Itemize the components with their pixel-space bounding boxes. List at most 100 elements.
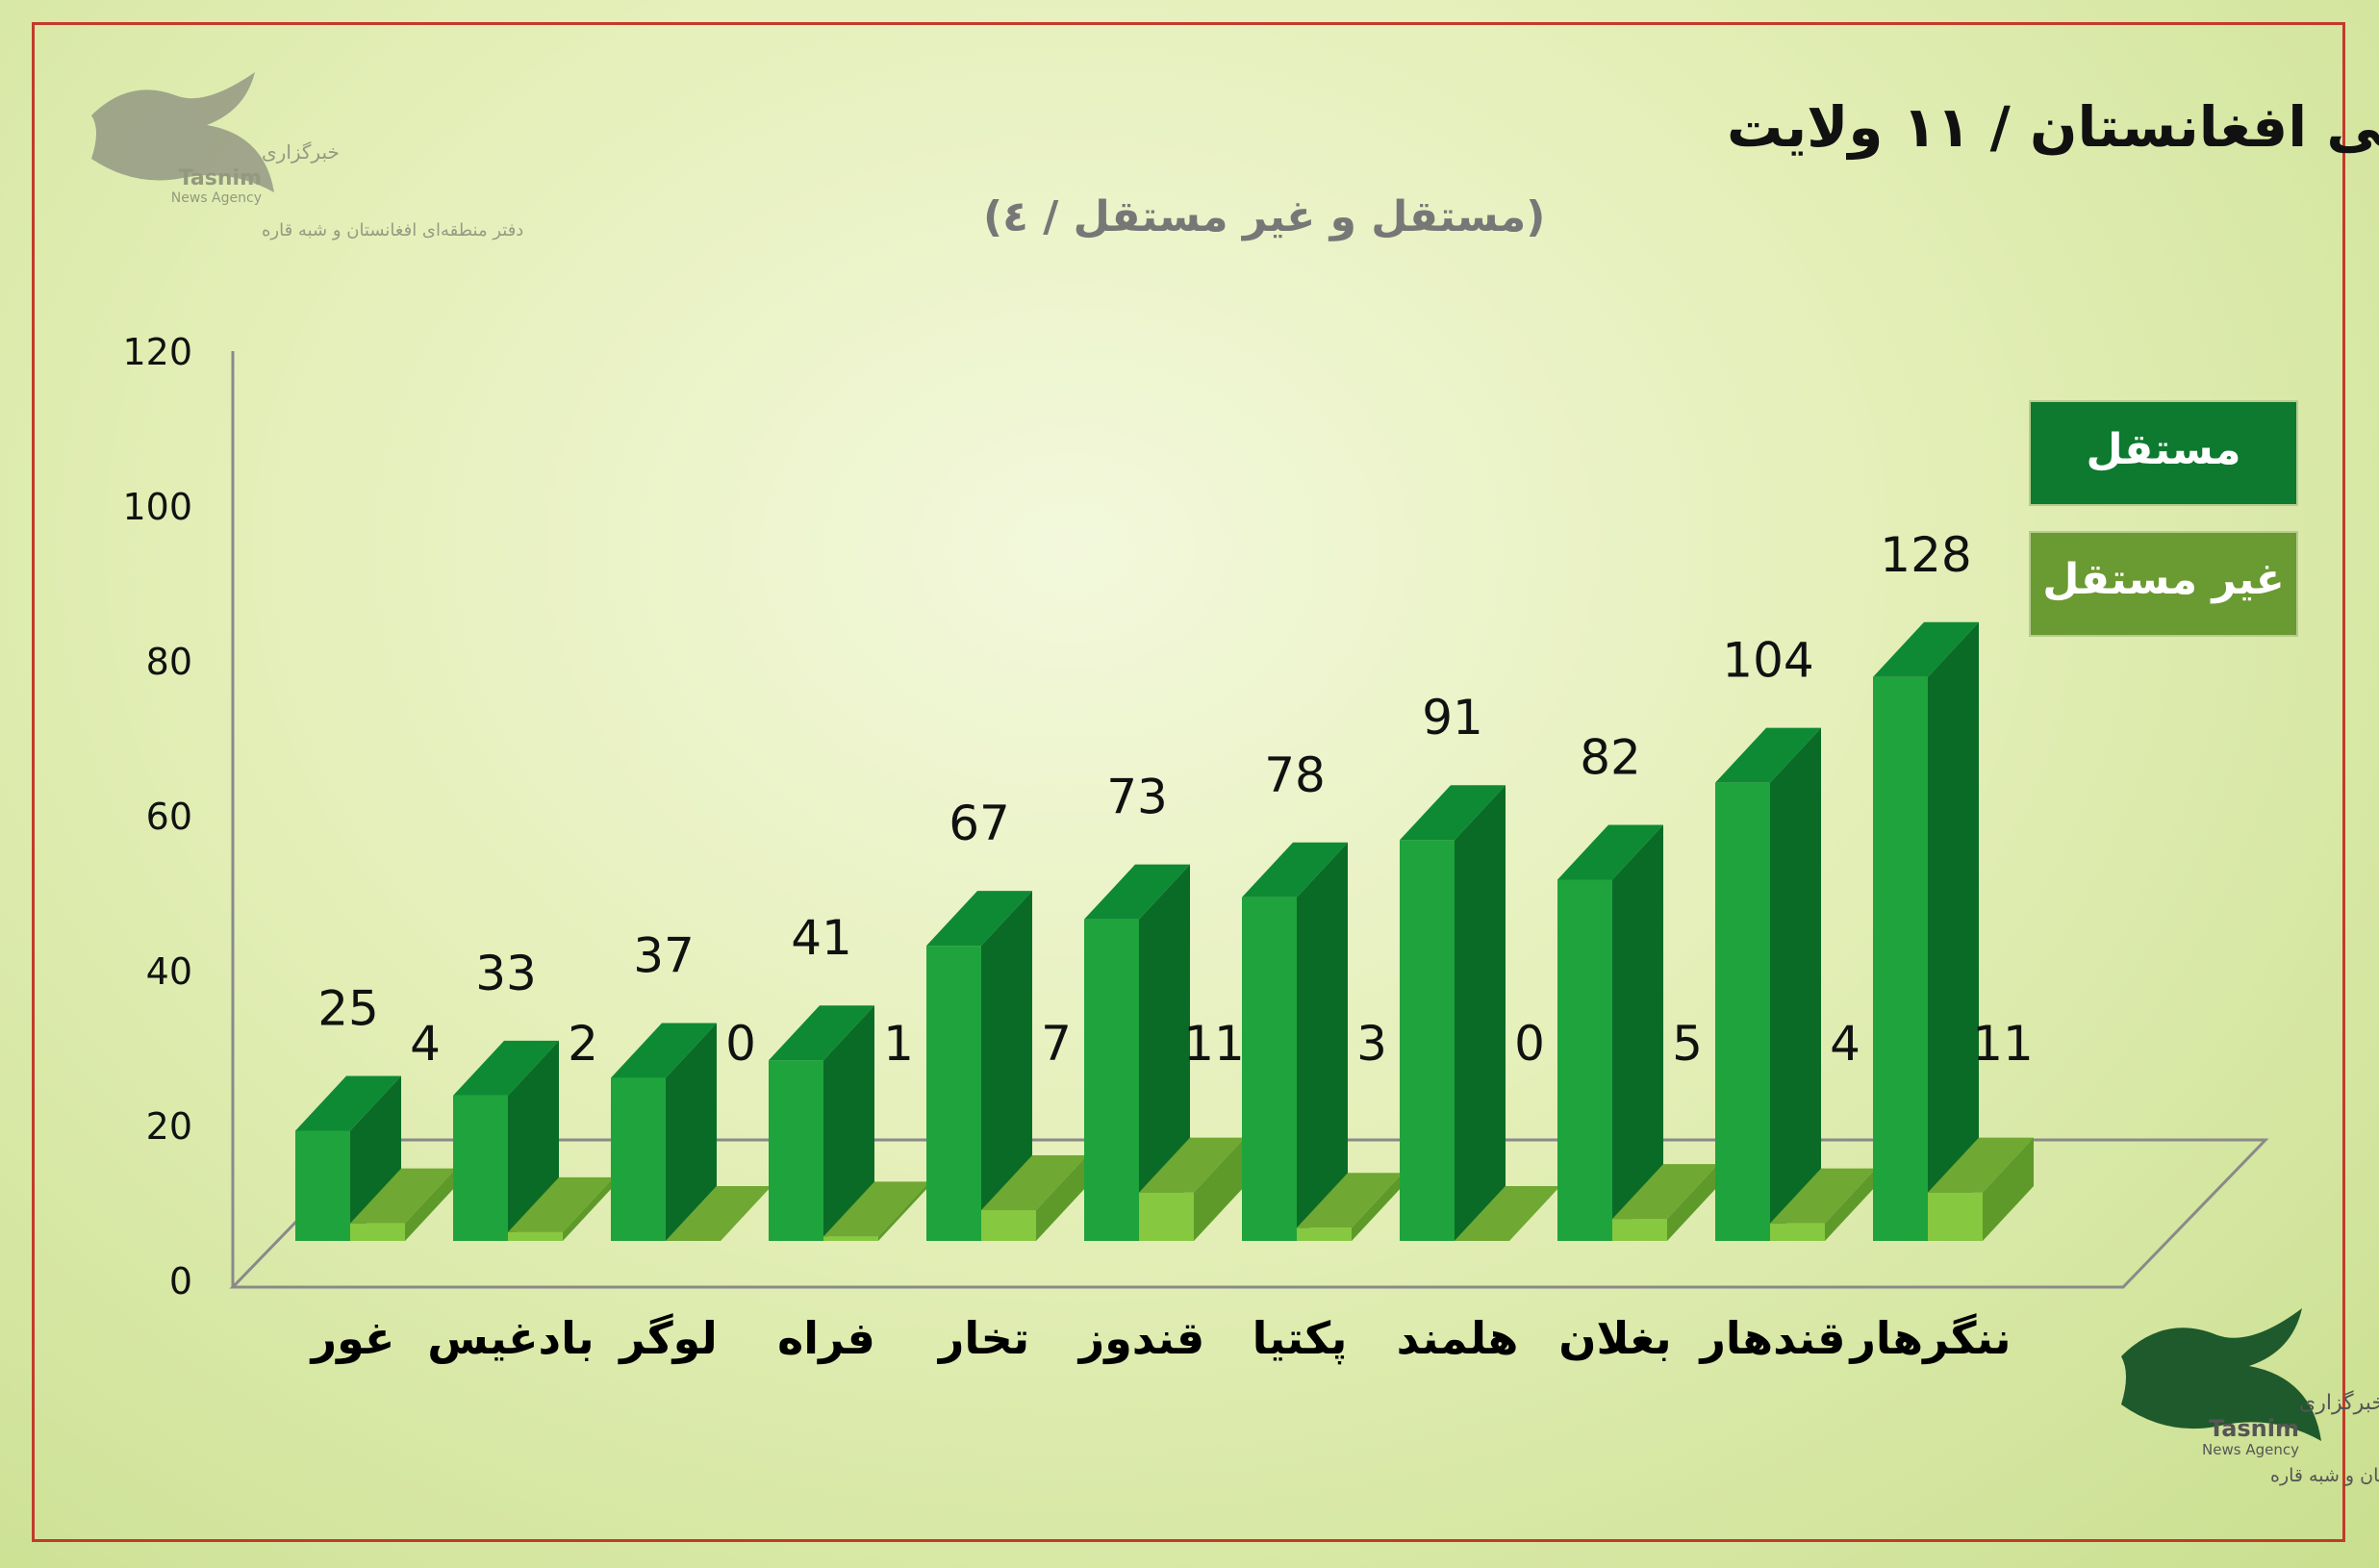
category-label: تخار bbox=[937, 1312, 1029, 1364]
bar-non-independent-front bbox=[508, 1231, 563, 1241]
value-label-non-independent: 2 bbox=[568, 1016, 598, 1072]
bar-non-independent-top bbox=[1297, 1173, 1403, 1228]
bar-non-independent-top bbox=[350, 1168, 456, 1224]
value-label-independent: 104 bbox=[1722, 633, 1813, 689]
bar-non-independent-front bbox=[1612, 1219, 1667, 1241]
chart-subtitle: (مستقل و غیر مستقل / ٤) bbox=[983, 192, 1545, 241]
y-axis-ticks: 0 20 40 60 80 100 120 bbox=[122, 331, 192, 1302]
category-label: بادغیس bbox=[427, 1312, 594, 1364]
bar-non-independent-side bbox=[1983, 1137, 2034, 1241]
value-label-independent: 41 bbox=[791, 910, 852, 966]
category-label: هلمند bbox=[1397, 1312, 1519, 1364]
bar-non-independent-top bbox=[823, 1181, 929, 1237]
value-label-non-independent: 3 bbox=[1356, 1016, 1387, 1072]
bar-independent bbox=[1715, 727, 1821, 1241]
bar-non-independent bbox=[1770, 1168, 1876, 1241]
bar-independent-top bbox=[1715, 727, 1821, 783]
bar-non-independent bbox=[1139, 1137, 1245, 1241]
bar-independent-top bbox=[1873, 621, 1979, 677]
value-label-non-independent: 1 bbox=[883, 1016, 914, 1072]
bar-non-independent bbox=[666, 1186, 772, 1241]
category-label: غور bbox=[310, 1312, 395, 1364]
bar-independent-front bbox=[295, 1130, 350, 1241]
logo-brand-en-top: Tasnim bbox=[179, 166, 262, 190]
category-label: قندهار bbox=[1698, 1312, 1845, 1364]
bar-independent-top bbox=[1400, 785, 1506, 841]
bar-independent-top bbox=[769, 1005, 874, 1061]
category-label: پکتیا bbox=[1253, 1312, 1348, 1365]
bar-independent-front bbox=[1715, 782, 1770, 1241]
value-label-independent: 73 bbox=[1106, 770, 1168, 825]
legend-label-non-independent: غیر مستقل bbox=[2042, 555, 2285, 604]
value-labels: 25 4 33 2 37 0 41 1 67 7 73 11 78 3 91 0 82 5 104 4 128 11 bbox=[317, 527, 2034, 1072]
bar-non-independent bbox=[823, 1181, 929, 1241]
bar-independent bbox=[1873, 621, 1979, 1241]
bar-non-independent-top bbox=[981, 1154, 1087, 1210]
value-label-independent: 82 bbox=[1580, 729, 1641, 785]
category-labels: غور بادغیس لوگر فراه تخار قندوز پکتیا هلمند بغلا… bbox=[310, 1312, 2012, 1365]
legend-item-independent: مستقل bbox=[2029, 400, 2298, 506]
value-label-independent: 25 bbox=[317, 981, 379, 1037]
bar-independent-front bbox=[1084, 919, 1139, 1241]
y-tick-label: 80 bbox=[146, 641, 192, 683]
logo-office-fa-top: دفتر منطقه‌ای افغانستان و شبه قاره bbox=[262, 220, 523, 240]
bar-independent-front bbox=[1557, 879, 1612, 1241]
value-label-non-independent: 5 bbox=[1672, 1016, 1703, 1072]
logo-agency-en-bottom: News Agency bbox=[2202, 1441, 2299, 1458]
bar-independent-side bbox=[1455, 785, 1506, 1241]
bar-non-independent-side bbox=[1667, 1164, 1718, 1241]
bar-non-independent-top bbox=[1770, 1168, 1876, 1224]
bar-independent bbox=[926, 891, 1032, 1241]
bar-independent-top bbox=[453, 1040, 559, 1096]
tasnim-logo-calligraphy-bottom bbox=[2121, 1308, 2321, 1441]
value-label-non-independent: 0 bbox=[725, 1016, 756, 1072]
bar-non-independent-side bbox=[1825, 1168, 1876, 1241]
tasnim-logo-bottom: خبرگزاری Tasnim News Agency دفتر منطقه‌ا… bbox=[2121, 1308, 2379, 1486]
bar-non-independent-top bbox=[666, 1186, 772, 1241]
page-frame bbox=[32, 22, 2345, 1542]
bar-independent-front bbox=[1242, 897, 1297, 1241]
value-label-non-independent: 4 bbox=[1830, 1016, 1860, 1072]
logo-office-fa-bottom: دفتر منطقه‌ای افغانستان و شبه قاره bbox=[2270, 1465, 2379, 1486]
bar-independent-side bbox=[1928, 621, 1979, 1241]
bar-independent-top bbox=[1557, 824, 1663, 880]
bar-non-independent-front bbox=[1928, 1192, 1983, 1241]
bar-non-independent-front bbox=[350, 1223, 405, 1241]
bar-independent-side bbox=[981, 891, 1032, 1241]
bar-non-independent-front bbox=[1770, 1223, 1825, 1241]
bar-independent-front bbox=[611, 1077, 666, 1241]
bar-independent-front bbox=[453, 1095, 508, 1241]
bar-independent-front bbox=[1400, 840, 1455, 1241]
bar-non-independent-front bbox=[1297, 1227, 1352, 1241]
bar-non-independent-side bbox=[563, 1176, 614, 1241]
bar-non-independent bbox=[1928, 1137, 2034, 1241]
bar-independent bbox=[611, 1023, 717, 1241]
bar-non-independent-front bbox=[823, 1236, 878, 1241]
bar-independent bbox=[1084, 864, 1190, 1241]
category-label: قندوز bbox=[1077, 1312, 1205, 1364]
category-label: ننگرهار bbox=[1848, 1312, 2011, 1364]
bar-independent bbox=[769, 1005, 874, 1241]
bar-independent bbox=[1242, 842, 1348, 1241]
value-label-non-independent: 4 bbox=[410, 1016, 441, 1072]
y-tick-label: 20 bbox=[146, 1105, 192, 1148]
legend-swatch-independent bbox=[2029, 400, 2298, 506]
category-label: فراه bbox=[777, 1312, 875, 1364]
bar-non-independent-side bbox=[1194, 1137, 1245, 1241]
value-label-independent: 91 bbox=[1422, 690, 1483, 746]
bar-independent-top bbox=[611, 1023, 717, 1078]
bar-independent bbox=[1557, 824, 1663, 1241]
bar-non-independent bbox=[508, 1176, 614, 1241]
value-label-non-independent: 7 bbox=[1041, 1016, 1072, 1072]
legend-label-independent: مستقل bbox=[2087, 425, 2241, 474]
logo-agency-fa-bottom: خبرگزاری bbox=[2299, 1390, 2379, 1415]
logo-brand-en-bottom: Tasnim bbox=[2209, 1415, 2299, 1442]
bar-independent-front bbox=[926, 946, 981, 1241]
value-label-independent: 33 bbox=[475, 946, 537, 1001]
logo-agency-en-top: News Agency bbox=[171, 190, 262, 206]
bar-independent-top bbox=[295, 1075, 401, 1131]
bar-independent-side bbox=[1297, 842, 1348, 1241]
value-label-independent: 67 bbox=[949, 796, 1010, 851]
bar-series bbox=[295, 621, 2034, 1241]
